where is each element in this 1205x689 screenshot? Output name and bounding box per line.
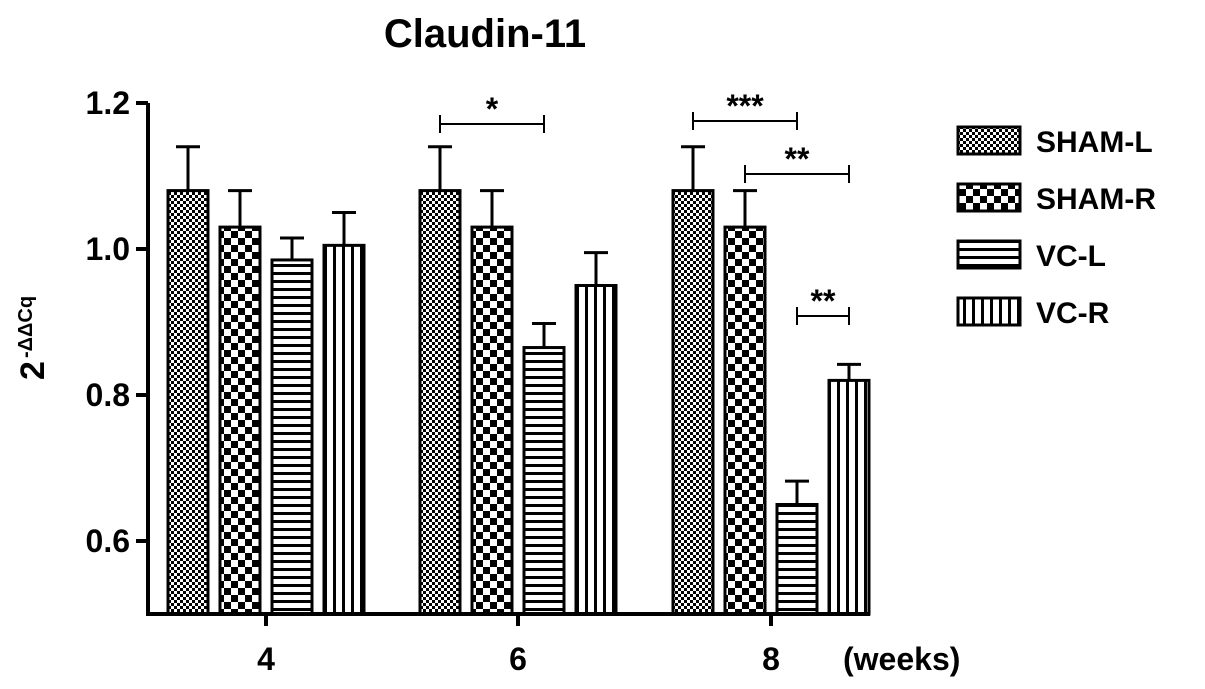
legend-label-sham-l: SHAM-L	[1036, 126, 1153, 159]
bar-sham-r-week-4	[218, 225, 262, 616]
chart-title: Claudin-11	[384, 12, 586, 56]
significance-layer: * *******	[439, 88, 850, 325]
y-tick-label-0.6: 0.6	[86, 523, 130, 559]
legend-swatch-sham-r	[956, 182, 1022, 213]
y-tick-label-1.2: 1.2	[86, 85, 130, 121]
error-bar-vc-l-week-4	[280, 236, 304, 260]
legend-entry-vc-l: VC-L	[956, 239, 1106, 273]
error-bar-sham-r-week-8	[733, 189, 757, 228]
significance-bracket-1: *	[439, 91, 545, 133]
legend-swatch-vc-r	[956, 296, 1022, 327]
error-bar-sham-l-week-6	[428, 145, 452, 191]
significance-bracket-4: **	[796, 283, 850, 325]
y-axis-label-base: 2	[14, 361, 52, 380]
legend-label-sham-r: SHAM-R	[1036, 183, 1156, 216]
error-bar-vc-l-week-6	[532, 321, 556, 348]
y-axis-label-superscript: -ΔΔCq	[15, 296, 37, 358]
error-bar-sham-l-week-4	[176, 145, 200, 191]
bar-sham-l-week-4	[166, 189, 210, 616]
y-tick-label-1.0: 1.0	[86, 231, 130, 267]
x-tick-label-6: 6	[509, 641, 527, 677]
x-tick-label-8: 8	[762, 641, 780, 677]
significance-label-1: *	[486, 91, 499, 127]
error-bar-sham-r-week-4	[228, 189, 252, 228]
significance-label-3: **	[785, 141, 810, 177]
error-bar-vc-r-week-8	[837, 362, 861, 381]
bar-vc-l-week-8	[775, 503, 819, 616]
legend-entry-vc-r: VC-R	[956, 296, 1110, 330]
x-tick-label-4: 4	[257, 641, 275, 677]
legend-swatch-vc-l	[956, 239, 1022, 270]
significance-bracket-3: **	[744, 141, 850, 183]
error-bar-sham-l-week-8	[681, 145, 705, 191]
error-bar-sham-r-week-6	[480, 189, 504, 228]
axes-layer: 0.6 0.8 1.0 1.2 4 6 8 (weeks)	[86, 85, 961, 677]
bar-vc-l-week-4	[270, 258, 314, 616]
significance-label-4: **	[811, 283, 836, 319]
significance-bracket-2: ***	[692, 88, 798, 130]
legend-label-vc-r: VC-R	[1036, 297, 1110, 330]
bars-layer	[166, 189, 871, 616]
legend-label-vc-l: VC-L	[1036, 240, 1106, 273]
bar-vc-l-week-6	[522, 346, 566, 616]
y-axis-label: 2 -ΔΔCq	[14, 296, 52, 380]
legend-entry-sham-r: SHAM-R	[956, 182, 1156, 216]
bar-sham-l-week-6	[418, 189, 462, 616]
bar-sham-r-week-6	[470, 225, 514, 616]
x-axis-label: (weeks)	[843, 641, 960, 677]
y-tick-label-0.8: 0.8	[86, 377, 130, 413]
legend: SHAM-L SHAM-R VC-L VC-R	[956, 125, 1156, 330]
bar-vc-r-week-8	[827, 378, 871, 616]
significance-label-2: ***	[726, 88, 764, 124]
bar-vc-r-week-6	[574, 284, 618, 616]
error-bar-vc-r-week-6	[584, 251, 608, 286]
error-bar-vc-l-week-8	[785, 479, 809, 505]
error-bar-vc-r-week-4	[332, 211, 356, 246]
legend-swatch-sham-l	[956, 125, 1022, 156]
bar-sham-r-week-8	[723, 225, 767, 616]
error-bars-layer	[176, 145, 861, 505]
legend-entry-sham-l: SHAM-L	[956, 125, 1153, 159]
bar-vc-r-week-4	[322, 243, 366, 616]
bar-sham-l-week-8	[671, 189, 715, 616]
